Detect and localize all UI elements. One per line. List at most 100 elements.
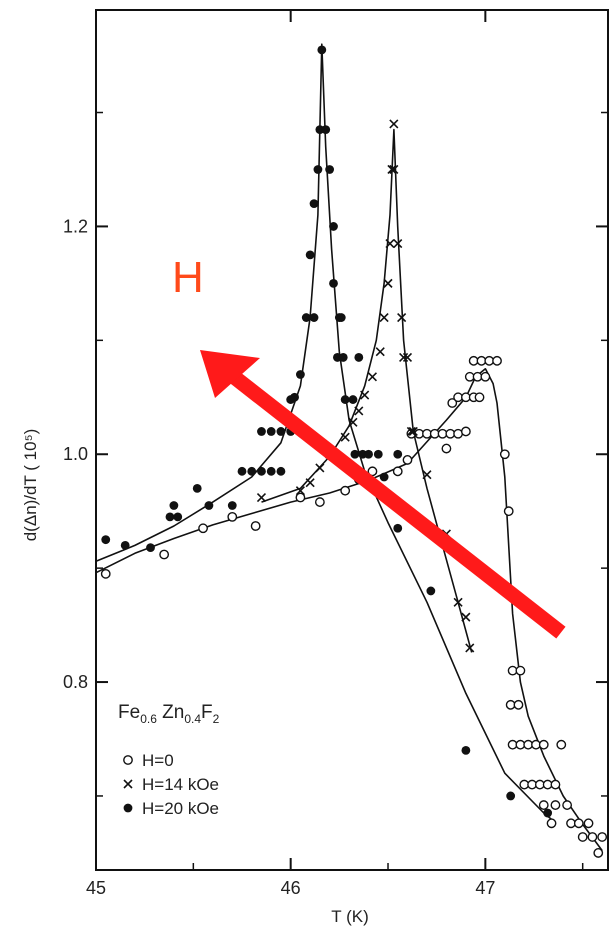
- field-annotation: H: [172, 253, 204, 302]
- data-point: [597, 832, 608, 842]
- x-mark-stroke: [360, 390, 370, 400]
- data-point: [474, 392, 485, 403]
- data-point: [309, 199, 319, 209]
- data-point: [204, 501, 214, 510]
- x-mark-stroke: [393, 238, 403, 249]
- x-mark-stroke: [402, 352, 413, 362]
- data-point: [354, 406, 364, 416]
- data-point: [441, 443, 452, 454]
- data-point: [192, 484, 202, 493]
- data-point: [338, 353, 348, 362]
- data-point: [393, 238, 403, 249]
- data-point: [461, 612, 471, 622]
- data-point: [314, 497, 325, 507]
- data-point: [546, 818, 557, 829]
- data-point: [393, 449, 403, 459]
- data-point: [460, 426, 471, 437]
- data-point: [237, 466, 247, 476]
- series-h-14-koe: [256, 119, 475, 653]
- data-point: [305, 478, 315, 488]
- data-point: [538, 739, 549, 750]
- data-point: [266, 466, 276, 476]
- plot-frame: [95, 9, 609, 871]
- data-point: [373, 449, 383, 459]
- data-point: [383, 278, 393, 288]
- axes: 45 46 47 0.8 1.0 1.2: [63, 9, 609, 898]
- legend-marker: [123, 779, 133, 789]
- data-point: [329, 222, 338, 231]
- data-point: [100, 568, 111, 579]
- fit-curve: [261, 128, 473, 653]
- data-point: [227, 511, 238, 522]
- legend-label: H=20 kOe: [142, 799, 219, 818]
- data-point: [367, 372, 378, 382]
- data-points: [100, 45, 608, 858]
- data-point: [313, 165, 323, 174]
- data-point: [506, 791, 516, 801]
- data-point: [499, 449, 510, 460]
- x-tick-label: 45: [86, 878, 106, 898]
- data-point: [364, 449, 373, 459]
- x-tick-label: 47: [475, 878, 495, 898]
- data-point: [402, 455, 413, 465]
- data-point: [173, 512, 183, 522]
- data-point: [354, 353, 364, 362]
- data-point: [375, 347, 385, 357]
- data-point: [257, 466, 266, 476]
- data-point: [257, 427, 266, 436]
- data-point: [325, 165, 335, 174]
- legend-label: H=0: [142, 751, 174, 770]
- sample-label: Fe0.6 Zn0.4F2: [118, 702, 220, 726]
- field-arrow-head: [200, 350, 260, 398]
- data-point: [276, 466, 286, 476]
- data-point: [397, 312, 407, 323]
- data-point: [480, 371, 491, 382]
- data-point: [101, 535, 111, 545]
- data-point: [515, 665, 526, 676]
- x-mark-stroke: [315, 463, 325, 473]
- x-mark-stroke: [348, 417, 358, 427]
- data-point: [385, 238, 395, 249]
- data-point: [266, 427, 276, 436]
- data-point: [120, 540, 130, 550]
- x-mark-stroke: [305, 478, 315, 488]
- x-mark-stroke: [387, 164, 397, 175]
- data-point: [165, 512, 175, 522]
- x-mark-stroke: [256, 492, 267, 503]
- data-point: [389, 164, 399, 175]
- data-point: [329, 278, 338, 288]
- x-mark-stroke: [123, 779, 133, 789]
- field-arrow-shaft: [227, 369, 566, 639]
- x-mark-stroke: [389, 119, 399, 129]
- data-point: [461, 745, 471, 755]
- data-point: [387, 164, 397, 175]
- data-point: [348, 417, 358, 427]
- data-point: [593, 848, 604, 858]
- x-mark-stroke: [295, 486, 305, 496]
- legend-marker: [123, 803, 133, 813]
- data-point: [583, 818, 594, 829]
- x-mark-stroke: [406, 426, 416, 437]
- data-point: [227, 501, 237, 510]
- data-point: [562, 800, 573, 810]
- data-point: [348, 395, 358, 404]
- x-mark-stroke: [399, 352, 409, 362]
- data-point: [543, 808, 553, 818]
- data-point: [550, 779, 561, 790]
- series-h-0: [100, 355, 608, 858]
- data-point: [360, 390, 370, 400]
- data-point: [402, 352, 413, 362]
- x-mark-stroke: [367, 372, 378, 382]
- data-point: [146, 543, 155, 553]
- data-point: [392, 466, 403, 477]
- legend: H=0 H=14 kOe H=20 kOe: [123, 751, 219, 818]
- legend-marker: [123, 755, 133, 765]
- x-mark-stroke: [408, 426, 418, 437]
- data-point: [577, 832, 588, 842]
- data-point: [247, 466, 257, 476]
- data-point: [399, 352, 409, 362]
- x-mark-stroke: [375, 347, 385, 357]
- data-point: [256, 492, 267, 503]
- data-point: [321, 125, 331, 135]
